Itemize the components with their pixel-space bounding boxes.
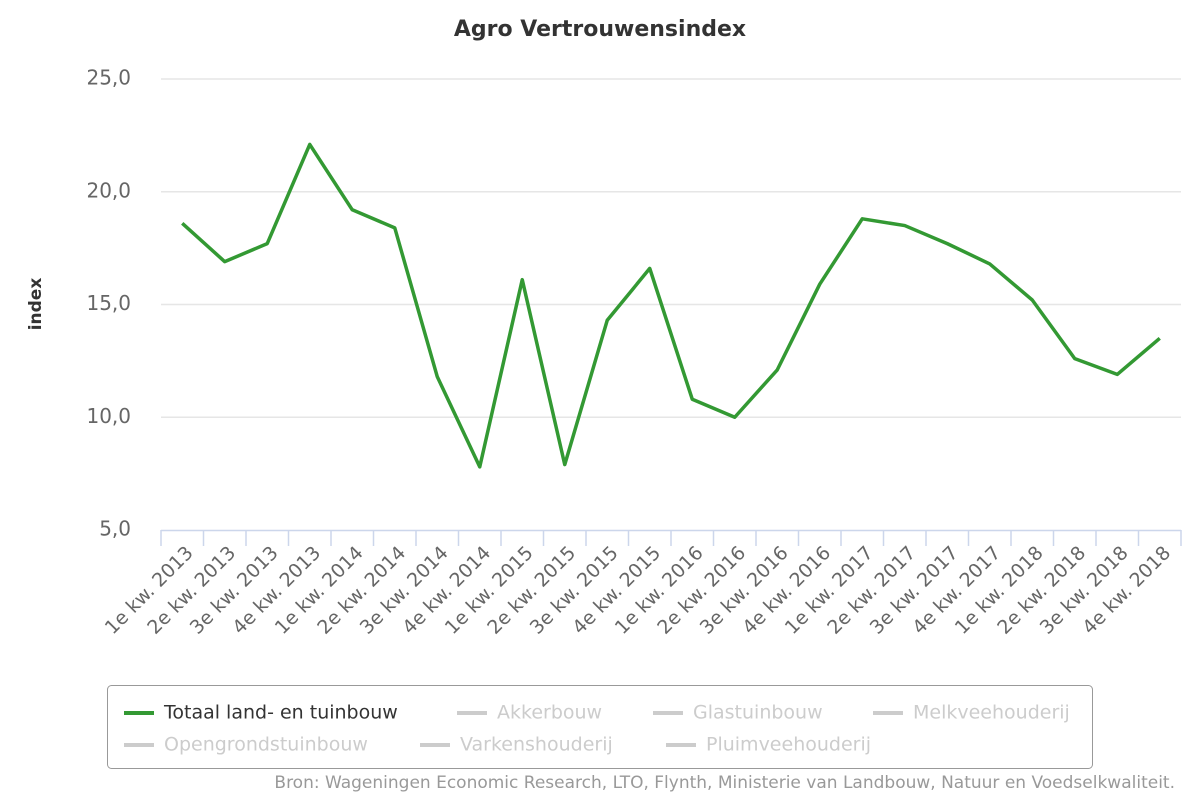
chart-title: Agro Vertrouwensindex <box>454 17 746 42</box>
series-line <box>181 142 1161 469</box>
y-tick-label: 25,0 <box>86 66 131 90</box>
legend-label: Pluimveehouderij <box>706 734 871 756</box>
y-tick-label: 10,0 <box>86 404 131 428</box>
legend-label: Melkveehouderij <box>913 702 1070 724</box>
legend-item[interactable]: Akkerbouw <box>457 702 602 724</box>
legend-label: Varkenshouderij <box>460 734 613 756</box>
y-tick-label: 5,0 <box>99 517 131 541</box>
legend-label: Totaal land- en tuinbouw <box>163 702 398 724</box>
legend-label: Opengrondstuinbouw <box>164 734 368 756</box>
legend-item[interactable]: Opengrondstuinbouw <box>124 734 368 756</box>
legend-item[interactable]: Totaal land- en tuinbouw <box>124 702 398 724</box>
credits: Bron: Wageningen Economic Research, LTO,… <box>274 773 1175 793</box>
legend-item[interactable]: Varkenshouderij <box>420 734 613 756</box>
legend-item[interactable]: Pluimveehouderij <box>666 734 871 756</box>
y-axis-label: index <box>26 278 46 331</box>
legend-item[interactable]: Glastuinbouw <box>653 702 823 724</box>
y-tick-label: 15,0 <box>86 291 131 315</box>
legend-box <box>107 685 1093 769</box>
legend-label: Glastuinbouw <box>693 702 823 724</box>
legend-label: Akkerbouw <box>497 702 602 724</box>
legend-item[interactable]: Melkveehouderij <box>873 702 1070 724</box>
y-tick-label: 20,0 <box>86 178 131 202</box>
